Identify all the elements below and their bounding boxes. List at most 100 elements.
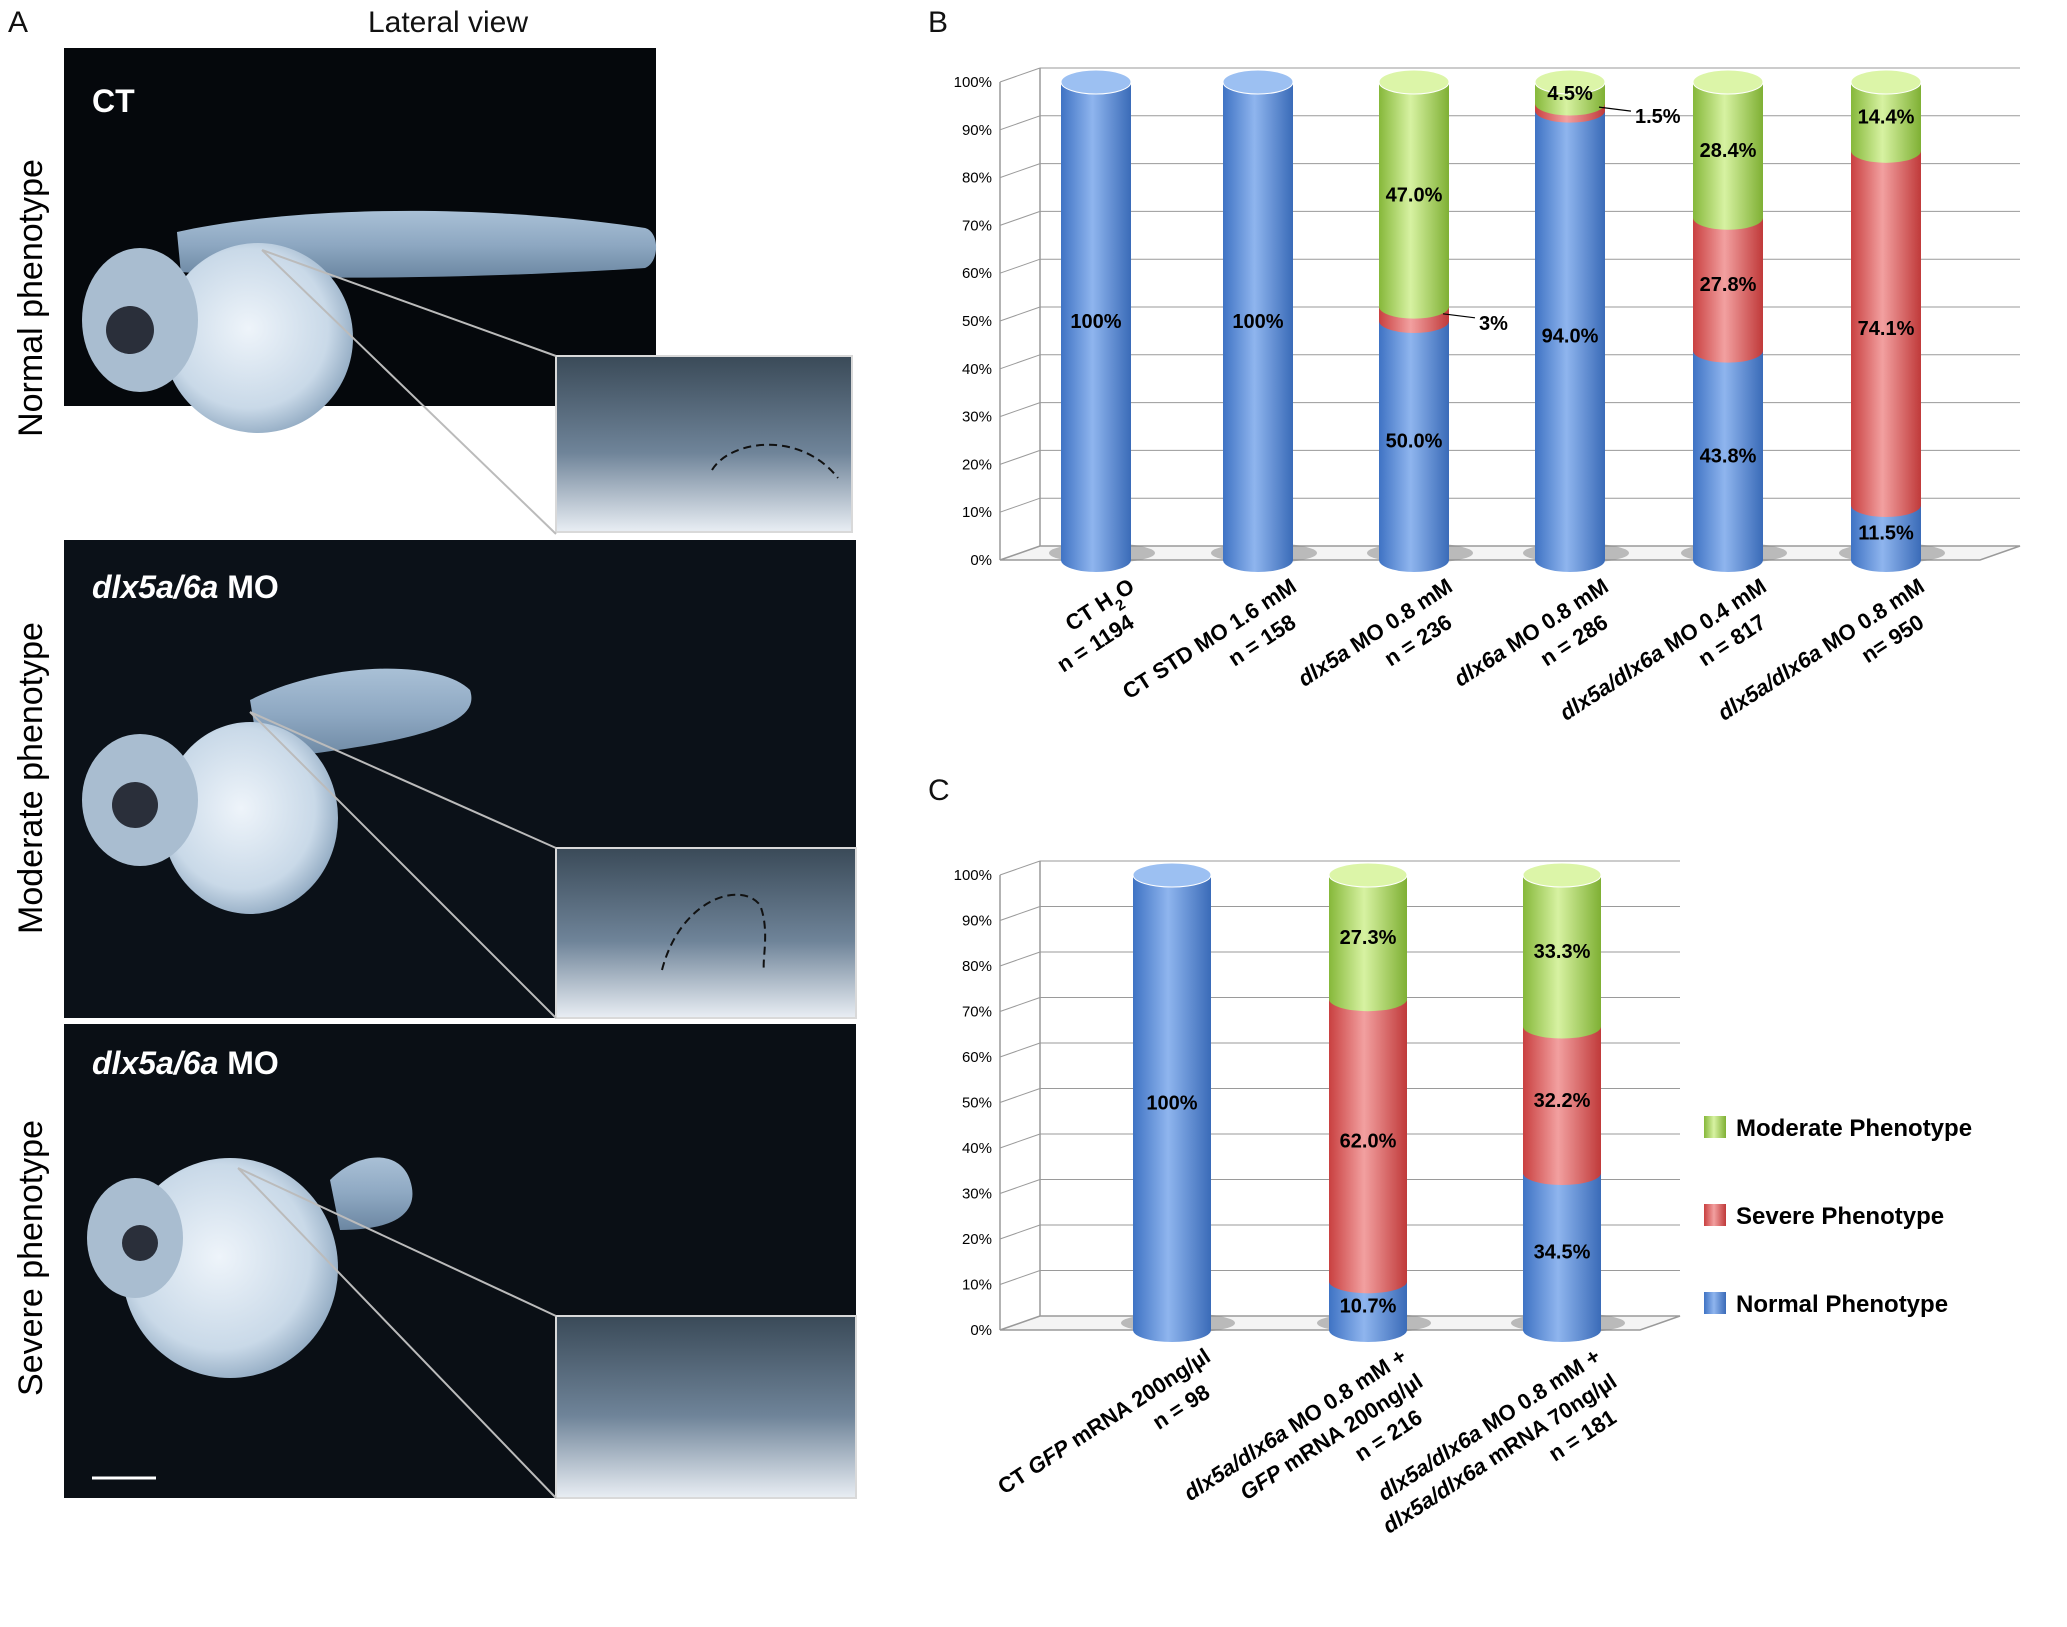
grid-line <box>999 1133 1041 1149</box>
zoom-guide <box>237 1167 557 1499</box>
zoom-inset <box>555 847 857 1019</box>
grid-line <box>999 906 1041 921</box>
bar-segment-normal <box>1535 110 1605 573</box>
time-label: 48h <box>98 483 151 519</box>
bar-segment-normal <box>1223 82 1293 572</box>
embryo-eye <box>122 1225 158 1261</box>
bar-segment-normal <box>1061 82 1131 572</box>
bar-top <box>1378 69 1450 95</box>
grid-line <box>999 306 1041 322</box>
photo-severe <box>64 1024 857 1499</box>
data-label: 3% <box>1479 313 1508 335</box>
zoom-guide <box>261 249 557 535</box>
legend-label: Moderate Phenotype <box>1736 1115 1972 1142</box>
grid-line <box>999 1042 1041 1058</box>
y-tick-label: 90% <box>962 913 992 930</box>
y-tick-label: 50% <box>962 313 992 330</box>
zoom-guide <box>249 711 557 1019</box>
grid-line <box>999 997 1041 1012</box>
bar-segment-moderate <box>1523 875 1601 1039</box>
y-tick-label: 60% <box>962 1049 992 1066</box>
grid-line <box>999 1270 1041 1285</box>
bar-segment-moderate <box>1379 82 1449 319</box>
y-tick-label: 10% <box>962 504 992 521</box>
data-label: 43.8% <box>1700 445 1757 467</box>
legend-label: Normal Phenotype <box>1736 1291 1948 1318</box>
category-label: dlx5a MO 0.8 mMn = 236 <box>1293 573 1456 691</box>
panel-a-header: Lateral view <box>368 6 528 39</box>
embryo-tail <box>330 1157 413 1230</box>
data-label: 74.1% <box>1858 318 1915 340</box>
grid-line <box>999 860 1041 876</box>
data-label: 10.7% <box>1340 1296 1397 1318</box>
legend-swatch-moderate <box>1704 1116 1726 1138</box>
y-tick-label: 0% <box>970 552 992 569</box>
y-tick-label: 10% <box>962 1277 992 1294</box>
y-tick-label: 0% <box>970 1322 992 1339</box>
bar-top <box>1522 862 1602 888</box>
y-tick-label: 90% <box>962 122 992 139</box>
category-text: dlx5a/dlx6a MO 0.8 mM + <box>1179 1343 1411 1505</box>
chart-c: 0% 10% 20% 30% 40% 50% 60% 70% 80% 90% 100% 100% 10.… <box>954 860 1681 1538</box>
embryo-yolk <box>162 722 338 914</box>
legend-label: Severe Phenotype <box>1736 1203 1944 1230</box>
grid-line <box>999 1088 1041 1103</box>
panel-label-a: A <box>8 6 28 39</box>
y-tick-label: 100% <box>954 74 992 91</box>
bar-segment-normal <box>1329 1281 1407 1342</box>
grid-line <box>999 497 1041 513</box>
y-tick-label: 80% <box>962 170 992 187</box>
outline-dashed <box>711 443 839 479</box>
chart-b: 0% 10% 20% 30% 40% 50% 60% 70% 80% 90% 100% 100% 100… <box>954 67 2021 725</box>
bar-segment-severe <box>1523 1026 1601 1186</box>
data-label: 27.8% <box>1700 274 1757 296</box>
bar-segment-severe <box>1851 150 1921 518</box>
grid-line <box>999 1315 1041 1331</box>
bar-segment-normal <box>1851 505 1921 572</box>
bar-top <box>1534 69 1606 95</box>
grid-line <box>999 1179 1041 1194</box>
bar-top <box>1850 69 1922 95</box>
row-tag: dlx5a/6a MO <box>92 1045 279 1081</box>
grid-line <box>999 1224 1041 1240</box>
data-label: 34.5% <box>1534 1242 1591 1264</box>
bar-segment-severe <box>1329 999 1407 1294</box>
grid-line <box>999 210 1041 226</box>
chart-c-legend: Moderate Phenotype Severe Phenotype Normal… <box>1704 1115 1972 1318</box>
data-label: 47.0% <box>1386 184 1443 206</box>
data-label: 100% <box>1232 311 1283 333</box>
y-tick-label: 40% <box>962 361 992 378</box>
data-label: 100% <box>1146 1093 1197 1115</box>
row-label-moderate: Moderate phenotype <box>12 622 50 934</box>
callout-line <box>1442 313 1476 319</box>
data-label: 4.5% <box>1547 83 1593 105</box>
bar-segment-moderate <box>1693 82 1763 230</box>
y-tick-label: 70% <box>962 1004 992 1021</box>
bar-segment-normal <box>1379 321 1449 572</box>
embryo-eye <box>106 306 154 354</box>
grid-line <box>999 951 1041 967</box>
bar-top <box>1060 69 1132 95</box>
bar-segment-normal <box>1133 875 1211 1342</box>
grid-line <box>999 449 1041 465</box>
bar-segment-moderate <box>1329 875 1407 1012</box>
data-label: 1.5% <box>1635 106 1681 128</box>
y-tick-label: 30% <box>962 1186 992 1203</box>
y-tick-label: 50% <box>962 1095 992 1112</box>
grid-line <box>999 402 1041 418</box>
y-tick-label: 40% <box>962 1140 992 1157</box>
y-tick-label: 80% <box>962 958 992 975</box>
zoom-inset <box>555 1315 857 1499</box>
y-tick-label: 30% <box>962 409 992 426</box>
photo-normal <box>64 48 853 535</box>
zoom-inset <box>555 355 853 533</box>
grid-line <box>999 115 1041 131</box>
callout-line <box>1598 106 1632 112</box>
y-tick-label: 20% <box>962 456 992 473</box>
row-label-severe: Severe phenotype <box>12 1120 50 1396</box>
embryo-yolk <box>163 243 353 433</box>
panel-label-b: B <box>928 6 948 39</box>
category-label: CT STD MO 1.6 mMn = 158 <box>1118 573 1301 704</box>
data-label: 11.5% <box>1858 523 1914 545</box>
